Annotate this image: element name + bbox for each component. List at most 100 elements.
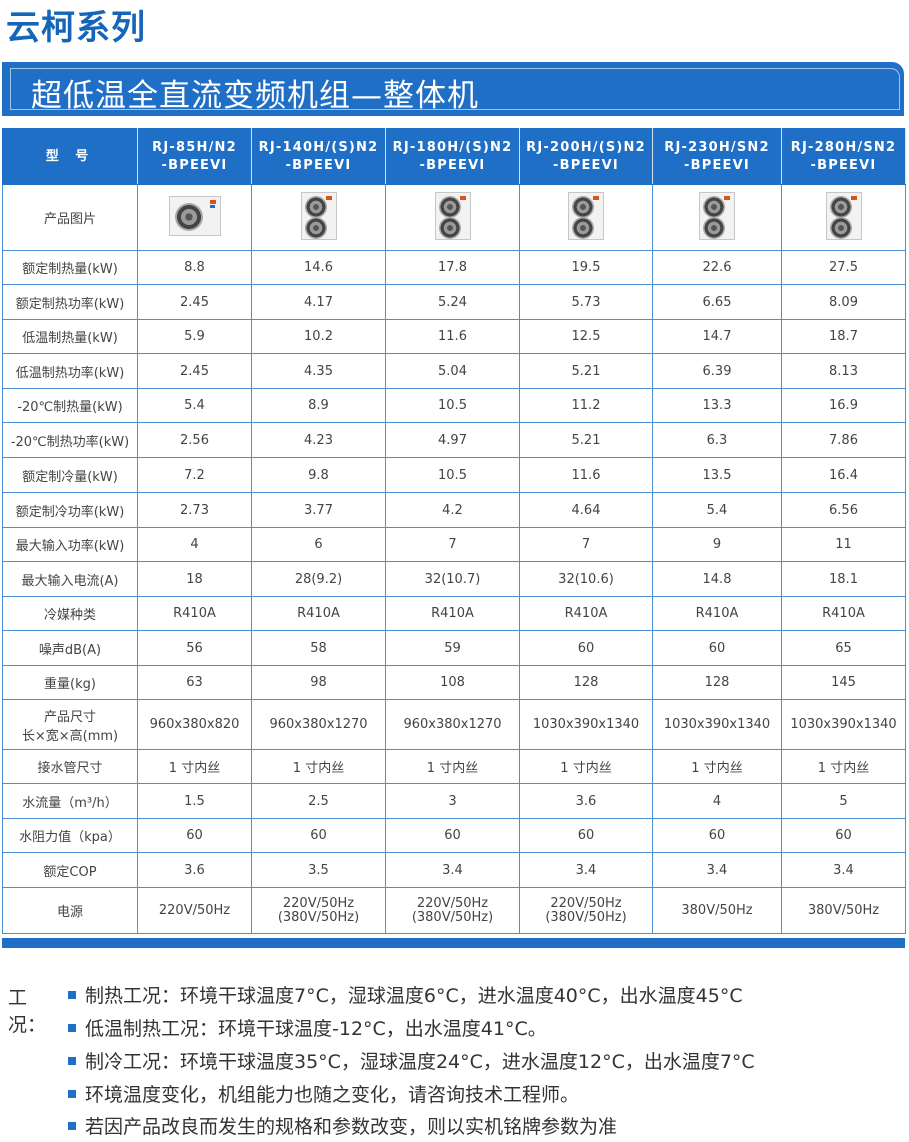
spec-value: 7 (448, 537, 457, 552)
spec-value-cell: 11 (781, 527, 906, 562)
spec-value-cell: 60 (519, 818, 653, 853)
row-label-text: 额定COP (43, 864, 97, 880)
spec-value: 16.4 (829, 467, 858, 483)
spec-value-cell: 4.2 (385, 492, 520, 528)
outdoor-unit-double-fan-icon (568, 191, 604, 240)
spec-value-cell: 3.4 (519, 852, 653, 888)
note-item: 低温制热工况：环境干球温度-12°C，出水温度41°C。 (68, 1016, 547, 1042)
outdoor-unit-double-fan-icon (434, 191, 471, 240)
spec-value: 10.2 (304, 329, 333, 344)
bullet-icon (68, 1057, 76, 1065)
spec-value-cell: 5.9 (137, 319, 252, 354)
spec-value-cell: 1 寸内丝 (781, 749, 906, 784)
model-suffix: -BPEEVI (161, 157, 228, 173)
bullet-icon (68, 1024, 76, 1032)
spec-value: 4 (712, 793, 722, 809)
spec-value: 60 (310, 828, 327, 843)
row-label: 额定COP (2, 852, 138, 888)
spec-value-cell: R410A (137, 596, 252, 631)
model-header-cell: RJ-85H/N2 -BPEEVI (137, 128, 252, 185)
spec-value-cell: 4.97 (385, 422, 520, 458)
spec-value: 2.56 (180, 432, 209, 448)
spec-value: 60 (186, 828, 203, 843)
spec-value-cell: 1 寸内丝 (137, 749, 252, 784)
spec-value: (380V/50Hz) (411, 909, 494, 925)
row-label-text: 水流量（m³/h） (22, 795, 118, 811)
note-text: 低温制热工况：环境干球温度-12°C，出水温度41°C。 (85, 1018, 547, 1040)
spec-value: 60 (577, 640, 595, 656)
row-label-text: 额定制冷量(kW) (22, 469, 118, 485)
spec-value: 380V/50Hz (681, 903, 753, 918)
spec-value-cell: 56 (137, 630, 252, 666)
row-label: -20℃制热功率(kW) (2, 422, 138, 458)
spec-value: 8.09 (829, 294, 858, 310)
spec-value: 14.6 (304, 260, 333, 275)
model-name: RJ-230H/SN2 (664, 139, 770, 155)
spec-value: 6.39 (702, 363, 732, 379)
spec-value: 9 (712, 537, 722, 552)
spec-value-cell: 2.73 (137, 492, 252, 528)
photo-cell (519, 184, 653, 251)
spec-value: 6.3 (706, 432, 728, 448)
spec-value: 60 (708, 640, 726, 656)
spec-value-cell: 4.35 (251, 353, 386, 389)
row-label-text: 低温制热量(kW) (22, 331, 118, 346)
spec-value: 11.6 (571, 467, 601, 483)
spec-value: 14.7 (702, 329, 732, 344)
spec-value-cell: 60 (652, 630, 782, 666)
spec-value-cell: 3.77 (251, 492, 386, 528)
spec-value: (380V/50Hz) (277, 909, 360, 925)
spec-value-cell: 12.5 (519, 319, 653, 354)
spec-value: 63 (186, 675, 203, 690)
spec-row: 额定制冷量(kW) 7.2 9.8 10.5 11.6 13.5 16.4 (2, 457, 906, 493)
photo-row: 产品图片 (2, 184, 906, 251)
spec-value-cell: 4.64 (519, 492, 653, 528)
spec-value: 58 (310, 640, 327, 656)
spec-value-cell: 59 (385, 630, 520, 666)
spec-value-cell: R410A (519, 596, 653, 631)
spec-value: 960x380x820 (149, 717, 240, 732)
spec-value-cell: 60 (385, 818, 520, 853)
spec-value-cell: 10.5 (385, 388, 520, 423)
note-item: 若因产品改良而发生的规格和参数改变，则以实机铭牌参数为准 (68, 1114, 617, 1140)
spec-value: 5.4 (706, 502, 728, 518)
row-label-text: -20℃制热量(kW) (17, 400, 123, 415)
row-label-text: 额定制冷功率(kW) (15, 504, 125, 520)
spec-value: 8.9 (308, 398, 329, 413)
spec-value: 60 (444, 828, 461, 843)
spec-value: 380V/50Hz (807, 903, 880, 918)
spec-value: 4.23 (304, 432, 333, 448)
spec-row: 噪声dB(A) 56 58 59 60 60 65 (2, 630, 906, 666)
spec-value: 22.6 (702, 260, 732, 275)
spec-value-cell: 4.17 (251, 284, 386, 320)
model-suffix: -BPEEVI (419, 157, 486, 173)
spec-value-cell: 13.5 (652, 457, 782, 493)
spec-value-cell: 60 (137, 818, 252, 853)
spec-value: 6.56 (829, 502, 858, 518)
spec-value: 2.73 (180, 502, 209, 518)
row-label: 电源 (2, 887, 138, 934)
spec-value-cell: 8.9 (251, 388, 386, 423)
spec-value: 5.9 (184, 329, 205, 344)
spec-value-cell: 60 (652, 818, 782, 853)
row-label-text: 接水管尺寸 (37, 761, 103, 776)
spec-value-cell: 11.6 (519, 457, 653, 493)
row-label-text: 电源 (56, 905, 83, 920)
spec-value-cell: 8.8 (137, 250, 252, 285)
spec-value-cell: 5.21 (519, 353, 653, 389)
model-suffix: -BPEEVI (285, 157, 352, 173)
spec-row: -20℃制热量(kW) 5.4 8.9 10.5 11.2 13.3 16.9 (2, 388, 906, 423)
bullet-icon (68, 991, 76, 999)
spec-value-cell: 16.4 (781, 457, 906, 493)
spec-value-cell: 8.13 (781, 353, 906, 389)
row-label-text: 噪声dB(A) (38, 642, 102, 658)
spec-value-cell: 14.6 (251, 250, 386, 285)
spec-row: 水流量（m³/h） 1.5 2.5 3 3.6 4 5 (2, 783, 906, 819)
spec-value-cell: 220V/50Hz (380V/50Hz) (251, 887, 386, 934)
spec-value-cell: 28(9.2) (251, 561, 386, 597)
spec-value: 5.21 (571, 432, 601, 448)
spec-value-cell: 8.09 (781, 284, 906, 320)
photo-cell (385, 184, 520, 251)
spec-value-cell: 380V/50Hz (652, 887, 782, 934)
spec-value-cell: 5.04 (385, 353, 520, 389)
